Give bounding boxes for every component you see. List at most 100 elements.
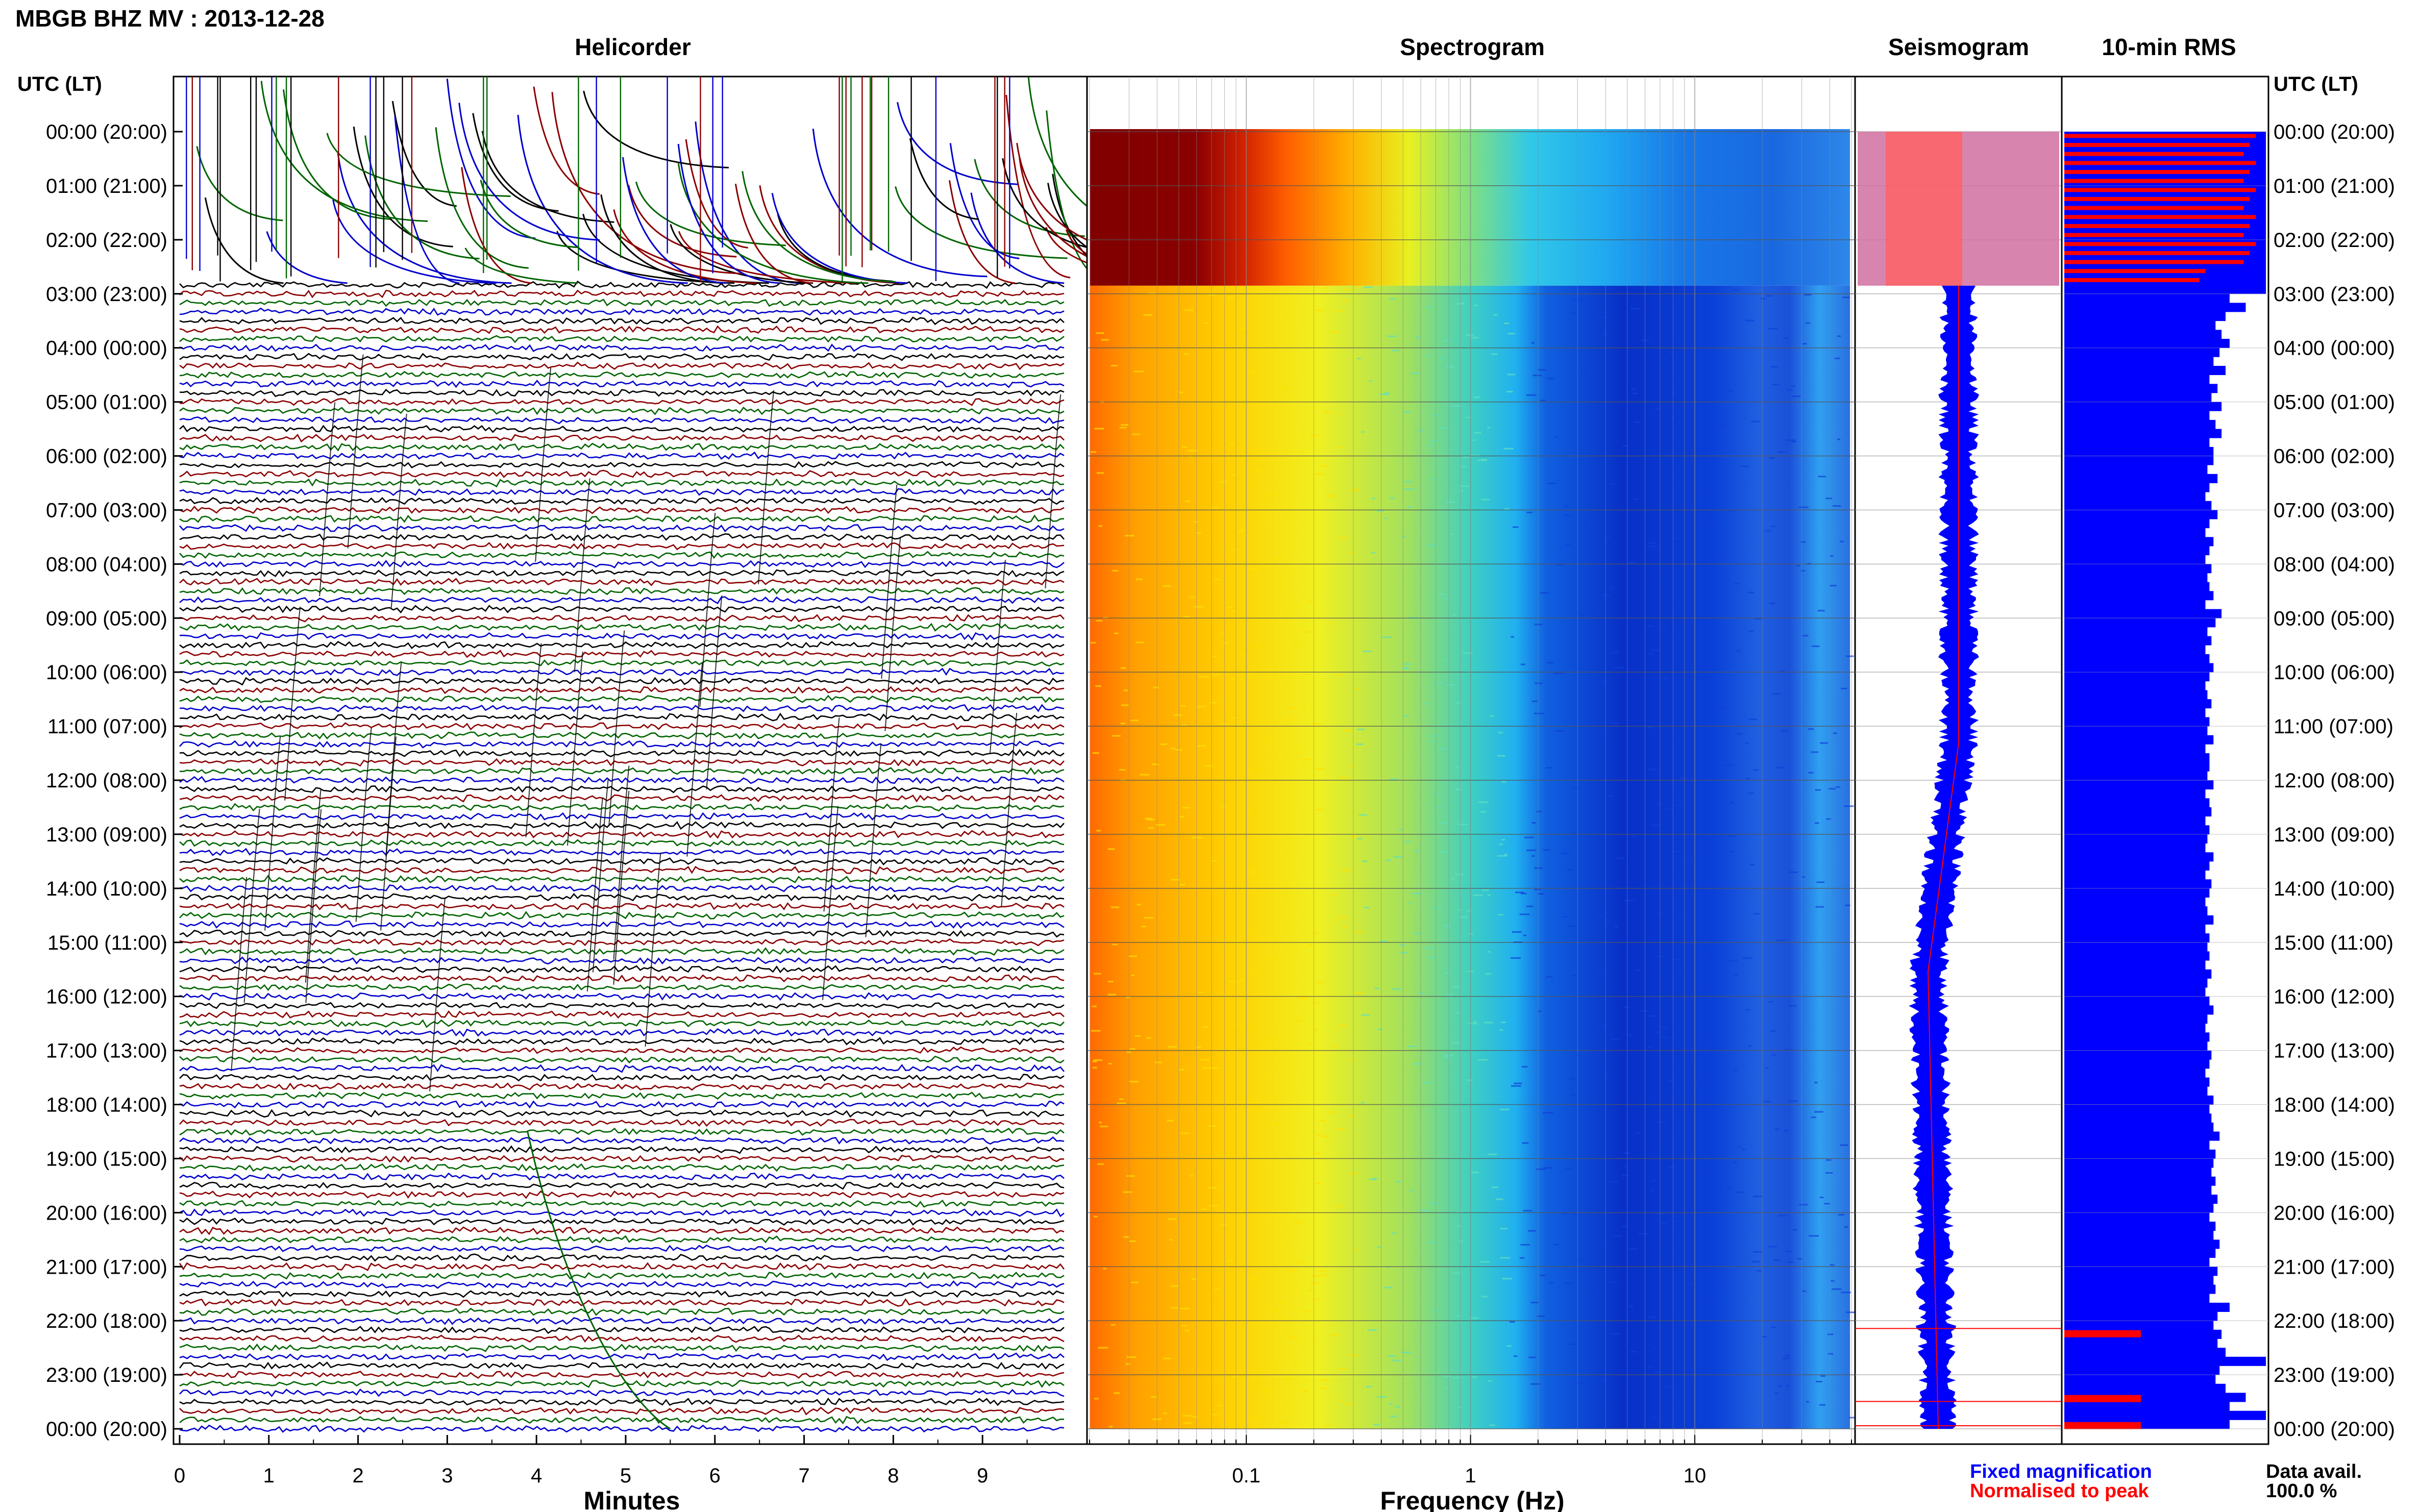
helicorder-trace: [179, 938, 1065, 947]
helicorder-event-tail: [347, 354, 364, 549]
spectrogram-speckle: [1440, 427, 1446, 429]
spectrogram-speckle: [1662, 1026, 1668, 1028]
spectrogram-speckle: [1366, 1385, 1372, 1387]
rms-bar: [2064, 618, 2216, 628]
spectrogram-speckle: [1783, 337, 1789, 339]
spectrogram-speckle: [1101, 339, 1109, 341]
spectrogram-speckle: [1770, 1030, 1777, 1032]
rms-bar: [2064, 465, 2208, 475]
spectrogram-speckle: [1538, 1010, 1541, 1012]
spectrogram-speckle: [1379, 393, 1390, 395]
spectrogram-speckle: [1393, 856, 1402, 858]
spectrogram-speckle: [1108, 1063, 1112, 1064]
spectrogram-speckle: [1774, 1128, 1780, 1130]
spectrogram-speckle: [1815, 906, 1824, 908]
helicorder-saturated-trace: [446, 79, 536, 239]
spectrogram-speckle: [1312, 1338, 1316, 1340]
spectrogram-speckle: [1402, 535, 1406, 537]
helicorder-trace: [179, 451, 1065, 460]
spectrogram-speckle: [1720, 1410, 1725, 1412]
spectrogram-speckle: [1294, 1020, 1301, 1022]
rms-bar: [2064, 1257, 2210, 1267]
spectrogram-speckle: [1576, 1270, 1582, 1272]
rms-bar: [2064, 1248, 2216, 1258]
spectrogram-speckle: [1453, 1377, 1461, 1379]
spectrogram-speckle: [1248, 568, 1256, 570]
rms-normalised-bar: [2064, 152, 2244, 156]
helicorder-saturated-trace: [464, 247, 578, 284]
rms-bar: [2064, 1158, 2214, 1168]
time-label-left: 22:00 (18:00): [46, 1310, 167, 1332]
spectrogram-speckle: [1240, 679, 1245, 681]
spectrogram-speckle: [1329, 1111, 1336, 1113]
spectrogram-speckle: [1415, 850, 1420, 852]
spectrogram-speckle: [1831, 1280, 1835, 1282]
rms-bar: [2064, 1366, 2220, 1375]
data-availability-label: Data avail.: [2266, 1461, 2362, 1482]
spectrogram-speckle: [1430, 740, 1436, 742]
spectrogram-speckle: [1660, 911, 1664, 913]
spectrogram-speckle: [1357, 728, 1365, 730]
rms-normalised-bar: [2064, 134, 2256, 138]
spectrogram-speckle: [1845, 655, 1854, 657]
spectrogram-speckle: [1806, 1401, 1809, 1403]
rms-normalised-bar: [2064, 233, 2244, 237]
spectrogram-speckle: [1297, 1261, 1305, 1263]
spectrogram-speckle: [1342, 869, 1352, 871]
spectrogram-speckle: [1819, 1404, 1826, 1406]
spectrogram-speckle: [1487, 894, 1491, 896]
spectrogram-speckle: [1423, 1082, 1433, 1084]
spectrogram-speckle: [1747, 591, 1755, 593]
spectrogram-speckle: [1196, 1046, 1201, 1048]
spectrogram-speckle: [1613, 667, 1624, 668]
spectrogram-speckle: [1271, 1309, 1280, 1311]
helicorder-trace: [179, 884, 1065, 893]
spectrogram-speckle: [1288, 634, 1292, 636]
helicorder-saturated-trace: [204, 197, 284, 284]
rms-bar: [2064, 1104, 2210, 1114]
helicorder-trace: [179, 1317, 1065, 1325]
spectrogram-speckle: [1600, 1244, 1605, 1246]
spectrogram-speckle: [1533, 375, 1542, 377]
spectrogram-speckle: [1670, 416, 1675, 418]
spectrogram-speckle: [1403, 667, 1409, 669]
time-label-left: 01:00 (21:00): [46, 175, 167, 197]
spectrogram-speckle: [1404, 488, 1415, 490]
spectrogram-speckle: [1428, 956, 1437, 958]
rms-bar: [2064, 870, 2206, 880]
spectrogram-speckle: [1283, 886, 1291, 888]
spectrogram-speckle: [1395, 1406, 1400, 1408]
spectrogram-speckle: [1310, 1282, 1320, 1284]
spectrogram-speckle: [1146, 1037, 1151, 1039]
spectrogram-speckle: [1499, 1029, 1503, 1031]
helicorder-event-tail: [319, 402, 336, 597]
time-label-left: 12:00 (08:00): [46, 770, 167, 792]
helicorder-trace: [179, 1343, 1065, 1352]
spectrogram-speckle: [1312, 723, 1322, 725]
time-label-left: 00:00 (20:00): [46, 121, 167, 143]
left-axis-title: UTC (LT): [17, 73, 102, 95]
rms-bar: [2064, 708, 2206, 717]
spectrogram-speckle: [1714, 415, 1721, 417]
spectrogram-speckle: [1735, 733, 1743, 735]
spectrogram-speckle: [1288, 1270, 1296, 1272]
spectrogram-speckle: [1440, 851, 1447, 853]
spectrogram-speckle: [1451, 1042, 1460, 1044]
spectrogram-speckle: [1482, 889, 1489, 891]
helicorder-saturated-trace: [677, 143, 780, 284]
spectrogram-speckle: [1511, 1085, 1521, 1087]
spectrogram-speckle: [1458, 824, 1468, 826]
spectrogram-speckle: [1091, 451, 1097, 453]
spectrogram-speckle: [1704, 512, 1709, 514]
spectrogram-speckle: [1664, 454, 1670, 456]
spectrogram-speckle: [1231, 1376, 1238, 1378]
spectrogram-speckle: [1536, 810, 1542, 812]
spectrogram-speckle: [1310, 434, 1319, 436]
rms-bar: [2064, 293, 2230, 303]
spectrogram-speckle: [1111, 906, 1120, 908]
rms-bar: [2064, 1059, 2210, 1069]
spectrogram-speckle: [1655, 408, 1660, 410]
spectrogram-speckle: [1237, 531, 1243, 533]
spectrogram-speckle: [1444, 925, 1451, 927]
helicorder-trace: [179, 965, 1065, 974]
